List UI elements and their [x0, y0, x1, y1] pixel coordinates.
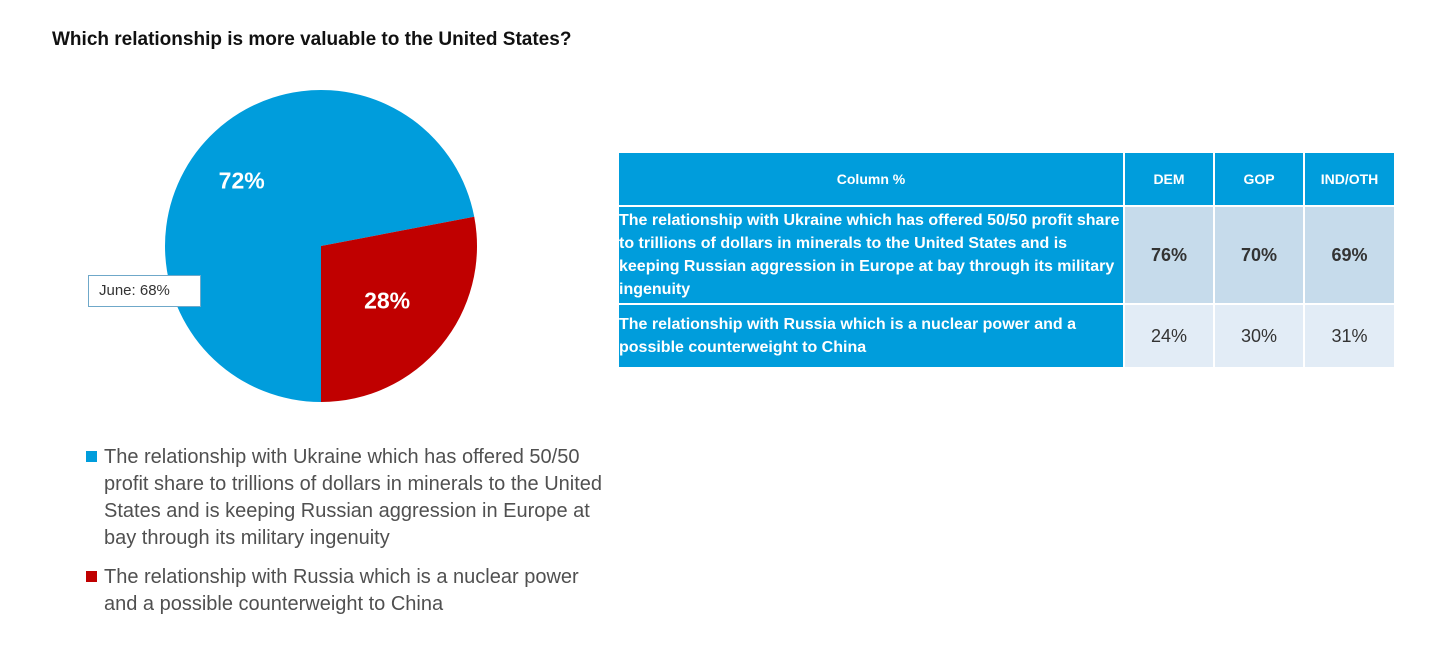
pie-slice-ukraine: [165, 90, 475, 403]
cell-gop-russia: 30%: [1213, 303, 1305, 369]
pie-chart: 72% 28%: [165, 90, 478, 403]
pie-label-russia: 28%: [364, 288, 410, 314]
legend-swatch-ukraine: [86, 451, 97, 462]
legend-label-russia: The relationship with Russia which is a …: [104, 566, 579, 615]
pie-label-ukraine: 72%: [219, 167, 265, 193]
header-ind-oth: IND/OTH: [1303, 151, 1396, 207]
june-annotation: June: 68%: [88, 275, 201, 307]
row-label-russia: The relationship with Russia which is a …: [617, 303, 1125, 369]
table-header-row: Column % DEM GOP IND/OTH: [617, 151, 1396, 207]
legend-label-ukraine: The relationship with Ukraine which has …: [104, 446, 603, 549]
party-crosstab-table: Column % DEM GOP IND/OTH The relationshi…: [617, 151, 1396, 369]
table-row: The relationship with Ukraine which has …: [617, 205, 1396, 305]
legend-swatch-russia: [86, 571, 97, 582]
cell-dem-ukraine: 76%: [1123, 205, 1215, 305]
legend-item-ukraine: The relationship with Ukraine which has …: [86, 444, 606, 552]
header-column-pct: Column %: [617, 151, 1125, 207]
cell-gop-ukraine: 70%: [1213, 205, 1305, 305]
header-dem: DEM: [1123, 151, 1215, 207]
chart-title: Which relationship is more valuable to t…: [52, 29, 572, 50]
chart-legend: The relationship with Ukraine which has …: [86, 444, 606, 630]
cell-dem-russia: 24%: [1123, 303, 1215, 369]
pie-slice-russia: [321, 216, 478, 403]
table-row: The relationship with Russia which is a …: [617, 303, 1396, 369]
row-label-ukraine: The relationship with Ukraine which has …: [617, 205, 1125, 305]
header-gop: GOP: [1213, 151, 1305, 207]
cell-ind-oth-russia: 31%: [1303, 303, 1396, 369]
legend-item-russia: The relationship with Russia which is a …: [86, 564, 606, 618]
cell-ind-oth-ukraine: 69%: [1303, 205, 1396, 305]
